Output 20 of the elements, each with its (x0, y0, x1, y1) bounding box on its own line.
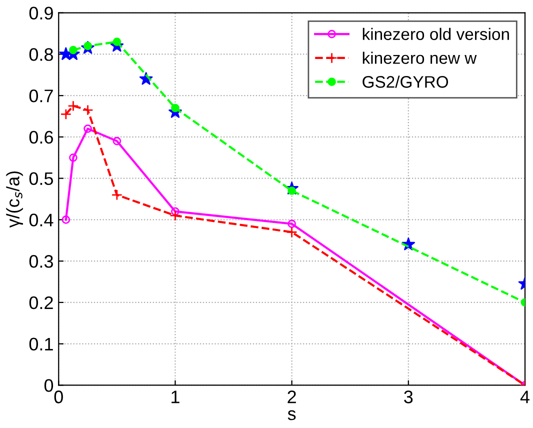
x-tick-label: 4 (520, 390, 530, 404)
x-tick-label: 1 (172, 390, 180, 404)
y-tick-label: 0.1 (29, 338, 53, 351)
y-tick-label: 0.4 (29, 214, 54, 226)
x-tick-label: 3 (404, 390, 413, 404)
y-tick-label: 0.6 (29, 130, 53, 144)
x-tick-label: 0 (54, 390, 63, 404)
legend-label: GS2/GYRO (362, 76, 448, 88)
y-tick-label: 0.7 (29, 90, 53, 102)
y-tick-label: 0.5 (29, 172, 54, 186)
legend-label: kinezero old version (362, 28, 509, 40)
y-tick-label: 0.2 (29, 296, 53, 310)
x-tick-label: 2 (288, 390, 296, 404)
y-axis-title: γ/(c$_{s}$/a) (6, 171, 23, 228)
x-axis-title: s (288, 410, 296, 420)
y-tick-label: 0.3 (29, 255, 53, 268)
y-tick-label: 0.9 (29, 6, 53, 20)
legend-label: kinezero new w (362, 52, 477, 64)
y-tick-label: 0.8 (29, 48, 53, 61)
y-tick-label: 0 (44, 379, 54, 392)
